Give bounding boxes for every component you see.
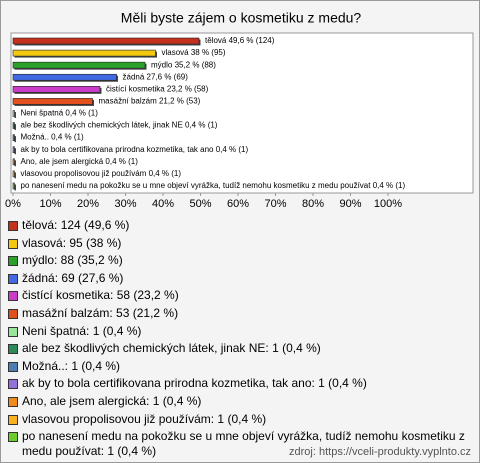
bar (12, 170, 15, 178)
legend-label: mýdlo: 88 (35,2 %) (22, 253, 123, 268)
value-label: Ano, ale jsem alergická 0,4 % (1) (21, 157, 139, 166)
legend-item: vlasovou propolisovou již používám: 1 (0… (7, 412, 469, 427)
x-tick-label: 80% (302, 198, 324, 210)
x-tick-label: 60% (227, 198, 249, 210)
legend-label: tělová: 124 (49,6 %) (22, 218, 130, 232)
bar-shadow (14, 111, 16, 118)
bar-shadow (14, 172, 16, 179)
legend-label: Možná..: 1 (0,4 %) (22, 358, 121, 373)
bar (12, 110, 15, 117)
legend-swatch (8, 379, 18, 390)
legend-label: po nanesení medu na pokožku se u mne obj… (22, 429, 465, 459)
value-label: Možná.. 0,4 % (1) (21, 133, 84, 142)
bar (12, 98, 93, 105)
legend-item: ak by to bola certifikovana prirodna koz… (7, 376, 469, 391)
legend-swatch (8, 221, 18, 231)
value-label: Neni špatná 0,4 % (1) (21, 109, 99, 118)
legend-item: tělová: 124 (49,6 %) (7, 218, 469, 233)
legend-swatch (8, 308, 18, 319)
value-label: vlasovou propolisovou již používám 0,4 %… (21, 169, 182, 178)
legend-swatch (8, 238, 18, 249)
legend-label: Neni špatná: 1 (0,4 %) (22, 323, 142, 338)
legend-label: vlasovou propolisovou již používám: 1 (0… (22, 411, 267, 426)
legend-label: ale bez škodlivých chemických látek, jin… (22, 341, 321, 356)
legend-item: masážní balzám: 53 (21,2 %) (7, 306, 469, 321)
legend-swatch (8, 273, 18, 284)
value-label: žádná 27,6 % (69) (123, 72, 189, 81)
value-label: ak by to bola certifikovana prirodna koz… (21, 145, 249, 154)
bar (12, 134, 15, 141)
bar-shadow (14, 184, 16, 191)
source-note: zdroj: https://vceli-produkty.vyplnto.cz (289, 446, 471, 458)
x-tick-label: 10% (39, 198, 61, 210)
legend-label: čistící kosmetika: 58 (23,2 %) (22, 288, 179, 303)
legend-item: vlasová: 95 (38 %) (7, 236, 469, 251)
value-label: vlasová 38 % (95) (162, 48, 226, 57)
bar (12, 61, 146, 69)
value-label: ale bez škodlivých chemických látek, jin… (21, 121, 218, 130)
legend-swatch (8, 396, 18, 407)
bar (12, 37, 200, 45)
bar-shadow (14, 148, 16, 155)
x-tick-label: 90% (339, 198, 361, 210)
value-label: mýdlo 35,2 % (88) (151, 60, 216, 69)
bar (12, 146, 15, 154)
x-tick-label: 40% (152, 198, 174, 210)
bar-shadow (14, 136, 16, 143)
x-tick-label: 100% (374, 198, 402, 210)
legend-item: žádná: 69 (27,6 %) (7, 271, 469, 286)
chart-title: Měli byste zájem o kosmetiku z medu? (121, 10, 362, 26)
plot-area (10, 32, 474, 194)
bar (12, 182, 15, 190)
value-label: čistící kosmetika 23,2 % (58) (106, 84, 209, 93)
legend-swatch (8, 344, 18, 355)
legend-swatch (8, 414, 18, 425)
bar (12, 158, 15, 166)
legend-swatch (8, 361, 18, 372)
legend-item: ale bez škodlivých chemických látek, jin… (7, 341, 469, 356)
legend-item: čistící kosmetika: 58 (23,2 %) (7, 288, 469, 303)
legend-label: Ano, ale jsem alergická: 1 (0,4 %) (22, 393, 202, 408)
value-label: tělová 49,6 % (124) (205, 36, 275, 45)
legend-swatch (8, 256, 18, 267)
x-tick-label: 20% (77, 198, 99, 210)
legend-swatch (8, 432, 18, 443)
legend-label: ak by to bola certifikovana prirodna koz… (22, 376, 367, 391)
legend: tělová: 124 (49,6 %) vlasová: 95 (38 %) mý… (7, 218, 469, 462)
legend-label: vlasová: 95 (38 %) (22, 235, 122, 250)
bar-shadow (14, 160, 16, 167)
x-tick-label: 70% (264, 198, 286, 210)
value-label: masážní balzám 21,2 % (53) (99, 97, 201, 106)
bar (12, 122, 15, 129)
legend-item: Neni špatná: 1 (0,4 %) (7, 324, 469, 339)
legend-swatch (8, 291, 18, 302)
x-tick-label: 30% (114, 198, 136, 210)
bar (12, 86, 101, 93)
legend-label: žádná: 69 (27,6 %) (22, 270, 124, 285)
legend-swatch (8, 326, 18, 337)
value-label: po nanesení medu na pokožku se u mne obj… (21, 181, 406, 190)
legend-item: Ano, ale jsem alergická: 1 (0,4 %) (7, 394, 469, 409)
legend-item: Možná..: 1 (0,4 %) (7, 359, 469, 374)
legend-label: masážní balzám: 53 (21,2 %) (22, 305, 179, 320)
x-tick-label: 50% (189, 198, 211, 210)
legend-item: mýdlo: 88 (35,2 %) (7, 253, 469, 268)
bar-shadow (14, 124, 16, 131)
legend-item: po nanesení medu na pokožku se u mne obj… (7, 429, 469, 459)
bar (12, 49, 156, 57)
bar (12, 73, 117, 81)
x-tick-label: 0% (5, 198, 21, 210)
